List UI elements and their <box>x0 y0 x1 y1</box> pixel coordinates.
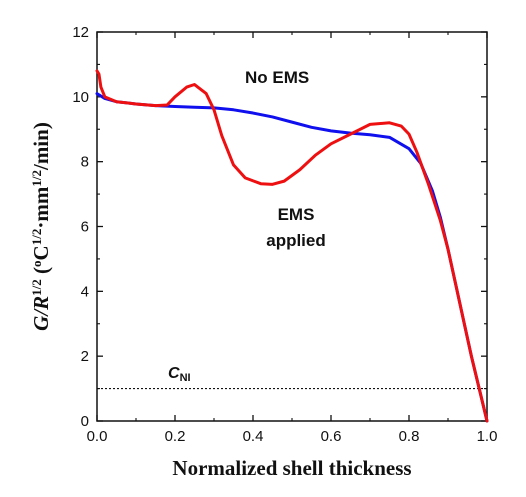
x-axis-title: Normalized shell thickness <box>172 456 411 480</box>
y-tick-label: 2 <box>81 348 89 365</box>
y-title-exp3: 1/2 <box>29 170 44 187</box>
plot-frame <box>96 31 488 422</box>
y-tick-label: 8 <box>81 154 89 171</box>
axes: 0.0 0.2 0.4 0.6 0.8 1.0 0 2 4 6 8 10 12 <box>72 24 497 445</box>
y-tick-label: 4 <box>81 283 89 300</box>
y-tick-label: 12 <box>72 24 89 41</box>
y-title-exp2: 1/2 <box>29 229 44 246</box>
x-tick-label: 0.0 <box>87 428 108 445</box>
y-title-degree: o <box>29 260 44 267</box>
cni-sub: NI <box>180 372 191 384</box>
series-layer <box>95 69 489 423</box>
y-tick-label: 0 <box>81 413 89 430</box>
y-title-exp: 1/2 <box>29 279 44 296</box>
y-tick-label: 6 <box>81 219 89 236</box>
y-title-mm: ·mm <box>29 186 53 228</box>
annotation-applied: applied <box>266 231 326 250</box>
series-line-0 <box>95 92 489 423</box>
x-tick-label: 0.2 <box>165 428 186 445</box>
series-line-1 <box>95 69 489 423</box>
y-title-open: ( <box>29 267 53 279</box>
y-title-r: /R <box>29 296 53 318</box>
x-tick-label: 0.6 <box>321 428 342 445</box>
x-tick-label: 1.0 <box>477 428 498 445</box>
annotation-ems: EMS <box>278 205 315 224</box>
cni-main: C <box>168 365 180 382</box>
annotation-no-ems: No EMS <box>245 68 309 87</box>
y-title-g: G <box>29 316 53 331</box>
x-tick-label: 0.8 <box>399 428 420 445</box>
y-tick-label: 10 <box>72 89 89 106</box>
annotation-cni: CNI <box>168 365 191 384</box>
y-axis-title: G/R1/2 (oC1/2·mm1/2/min) <box>29 122 54 331</box>
y-title-close: /min) <box>29 122 53 171</box>
y-title-c: C <box>29 245 53 260</box>
x-tick-label: 0.4 <box>243 428 264 445</box>
